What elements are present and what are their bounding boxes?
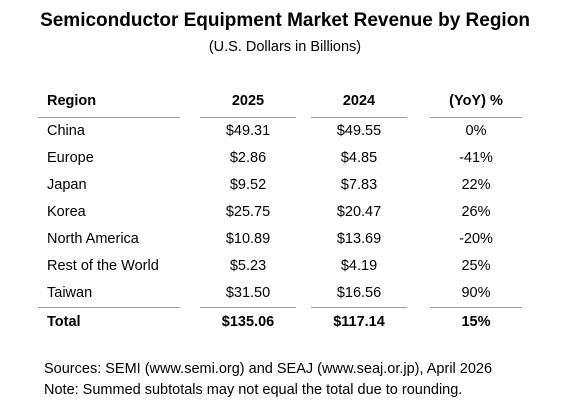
total-rule-2024 <box>311 307 407 308</box>
cell-2024: $20.47 <box>336 204 382 220</box>
cell-yoy: 0% <box>465 123 487 139</box>
cell-2024: $4.85 <box>340 150 378 166</box>
cell-yoy: 25% <box>461 258 491 274</box>
table-header-row: Region 2025 2024 (YoY) % <box>38 84 528 118</box>
table-row: North America $10.89 $13.69 -20% <box>38 226 528 253</box>
total-label: Total <box>47 314 81 330</box>
footnotes: Sources: SEMI (www.semi.org) and SEAJ (w… <box>44 359 492 401</box>
sources-note: Sources: SEMI (www.semi.org) and SEAJ (w… <box>44 361 493 377</box>
cell-2025: $31.50 <box>225 285 271 301</box>
page-subtitle: (U.S. Dollars in Billions) <box>208 39 362 55</box>
header-rule-region <box>38 117 180 118</box>
cell-region: Korea <box>47 204 86 220</box>
cell-yoy: -20% <box>459 231 493 247</box>
cell-2024: $16.56 <box>336 285 382 301</box>
header-rule-2025 <box>200 117 296 118</box>
table-row: Korea $25.75 $20.47 26% <box>38 199 528 226</box>
cell-yoy: 90% <box>461 285 491 301</box>
cell-yoy: 26% <box>461 204 491 220</box>
page-title: Semiconductor Equipment Market Revenue b… <box>40 10 530 31</box>
cell-2024: $4.19 <box>340 258 378 274</box>
revenue-table: Region 2025 2024 (YoY) % China $49.31 $4… <box>38 84 528 337</box>
total-row: Total $135.06 $117.14 15% <box>38 307 528 337</box>
header-yoy: (YoY) % <box>449 93 503 109</box>
table-row: Rest of the World $5.23 $4.19 25% <box>38 253 528 280</box>
cell-2025: $25.75 <box>225 204 271 220</box>
cell-2025: $10.89 <box>225 231 271 247</box>
table-row: Europe $2.86 $4.85 -41% <box>38 145 528 172</box>
rounding-note: Note: Summed subtotals may not equal the… <box>44 382 463 398</box>
cell-2025: $2.86 <box>229 150 267 166</box>
total-rule-yoy <box>430 307 522 308</box>
table-row: Japan $9.52 $7.83 22% <box>38 172 528 199</box>
table-row: Taiwan $31.50 $16.56 90% <box>38 280 528 307</box>
cell-2025: $5.23 <box>229 258 267 274</box>
table-row: China $49.31 $49.55 0% <box>38 118 528 145</box>
cell-region: Rest of the World <box>47 258 159 274</box>
header-2024: 2024 <box>342 93 376 109</box>
cell-2024: $49.55 <box>336 123 382 139</box>
header-rule-2024 <box>311 117 407 118</box>
total-2024: $117.14 <box>333 314 385 330</box>
header-rule-yoy <box>430 117 522 118</box>
cell-2025: $49.31 <box>225 123 271 139</box>
cell-region: Taiwan <box>47 285 93 301</box>
total-yoy: 15% <box>461 314 491 330</box>
total-rule-2025 <box>200 307 296 308</box>
cell-2024: $13.69 <box>336 231 382 247</box>
cell-region: Japan <box>47 177 87 193</box>
cell-2025: $9.52 <box>229 177 267 193</box>
cell-2024: $7.83 <box>340 177 378 193</box>
total-rule-region <box>38 307 180 308</box>
cell-region: Europe <box>47 150 94 166</box>
cell-yoy: 22% <box>461 177 491 193</box>
header-2025: 2025 <box>231 93 265 109</box>
cell-region: China <box>47 123 85 139</box>
total-2025: $135.06 <box>221 314 275 330</box>
cell-yoy: -41% <box>459 150 493 166</box>
header-region: Region <box>47 93 97 109</box>
cell-region: North America <box>47 231 139 247</box>
